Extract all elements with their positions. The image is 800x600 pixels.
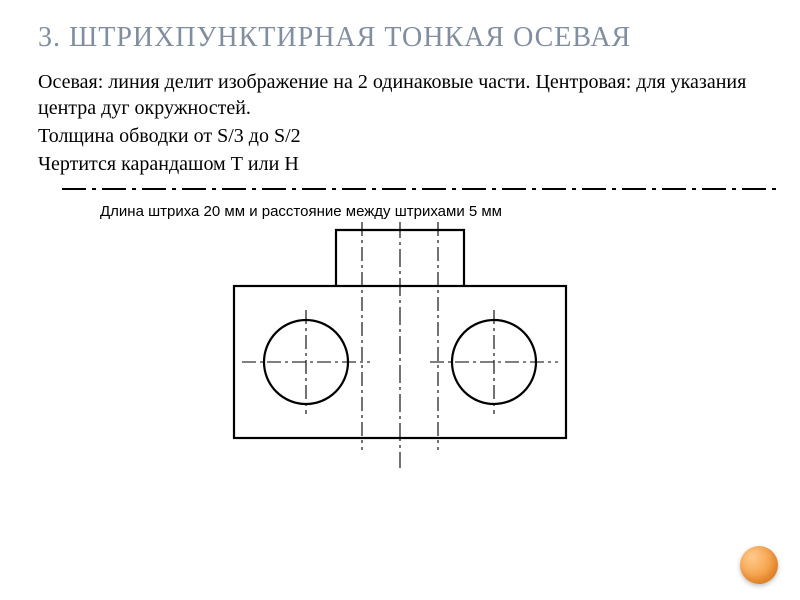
paragraph-1: Осевая: линия делит изображение на 2 оди… (38, 69, 762, 121)
dash-caption: Длина штриха 20 мм и расстояние между шт… (100, 203, 762, 220)
slide-badge-icon (740, 546, 778, 584)
example-dash-line (38, 183, 762, 197)
paragraph-2: Толщина обводки от S/3 до S/2 (38, 123, 762, 149)
technical-drawing (38, 222, 762, 482)
paragraph-3: Чертится карандашом Т или Н (38, 151, 762, 177)
slide-title: 3. ШТРИХПУНКТИРНАЯ ТОНКАЯ ОСЕВАЯ (38, 20, 762, 55)
